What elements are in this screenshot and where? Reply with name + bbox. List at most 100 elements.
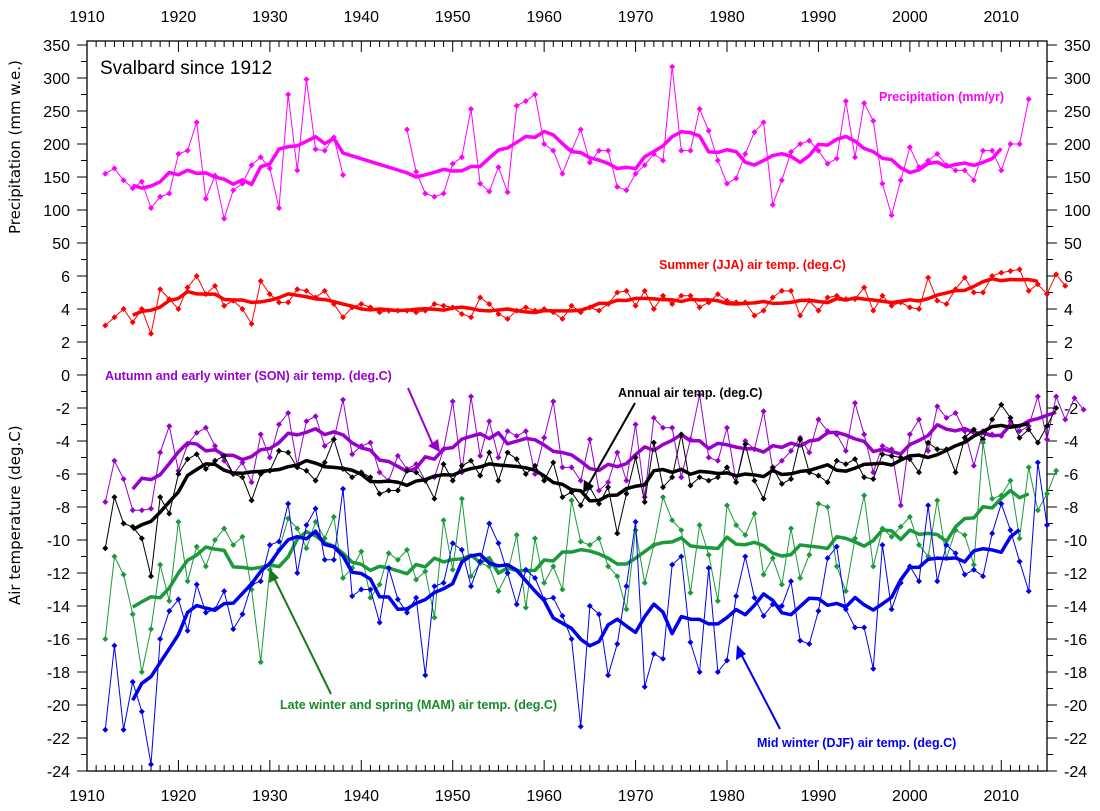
x-tick-label-top: 1990 xyxy=(801,9,837,26)
data-point-precip xyxy=(605,147,612,154)
data-point-son xyxy=(815,416,822,423)
y-tick-label-left: -4 xyxy=(56,434,70,451)
data-point-jja xyxy=(184,284,191,291)
y-tick-label-right: 250 xyxy=(1064,104,1091,121)
data-point-son xyxy=(632,421,639,428)
y-tick-label-right: 100 xyxy=(1064,203,1091,220)
data-point-annual xyxy=(559,494,566,501)
data-point-jja xyxy=(294,286,301,293)
data-point-son xyxy=(202,424,209,431)
data-point-annual xyxy=(157,494,164,501)
data-point-mam xyxy=(1044,490,1050,497)
data-point-djf xyxy=(1025,588,1032,595)
data-point-precip xyxy=(303,76,310,83)
data-point-djf xyxy=(239,611,246,618)
data-point-djf xyxy=(980,573,986,580)
data-point-djf xyxy=(888,606,895,613)
data-point-djf xyxy=(102,726,109,733)
data-point-precip xyxy=(102,170,109,177)
smoothed-line-djf xyxy=(131,528,1021,702)
data-point-precip xyxy=(614,183,621,190)
data-point-annual xyxy=(111,494,118,501)
data-point-son xyxy=(138,507,145,514)
x-tick-label-bottom: 1930 xyxy=(252,788,288,805)
data-point-annual xyxy=(925,439,932,446)
data-point-son xyxy=(650,414,657,421)
data-point-mam xyxy=(202,563,209,570)
data-point-mam xyxy=(906,513,913,520)
data-point-son xyxy=(111,457,118,464)
data-point-djf xyxy=(852,624,858,631)
data-point-annual xyxy=(714,474,721,481)
y-tick-label-right: -12 xyxy=(1064,566,1087,583)
data-point-djf xyxy=(330,556,337,563)
x-tick-label-top: 1960 xyxy=(526,9,562,26)
data-point-mam xyxy=(358,548,365,555)
data-point-annual xyxy=(742,441,749,448)
data-point-annual xyxy=(952,469,959,476)
data-point-son xyxy=(568,464,575,471)
data-point-jja xyxy=(239,306,246,312)
data-point-precip xyxy=(449,160,456,167)
data-point-mam xyxy=(330,513,337,520)
data-point-precip xyxy=(431,193,438,200)
data-point-precip xyxy=(778,177,785,184)
data-point-son xyxy=(102,499,109,506)
y-tick-label-right: -6 xyxy=(1064,467,1078,484)
data-point-precip xyxy=(422,190,429,197)
data-point-precip xyxy=(934,150,941,157)
data-point-precip xyxy=(961,167,968,174)
data-point-precip xyxy=(486,188,493,195)
data-point-precip xyxy=(980,147,986,154)
data-point-mam xyxy=(824,504,831,510)
data-point-son xyxy=(559,464,566,471)
data-point-son xyxy=(906,431,913,438)
x-tick-label-bottom: 1970 xyxy=(618,788,654,805)
data-point-djf xyxy=(650,650,657,657)
data-point-annual xyxy=(815,472,822,479)
smoothed-line-son xyxy=(131,410,1057,491)
data-point-djf xyxy=(486,520,493,527)
data-point-mam xyxy=(980,439,986,446)
data-point-annual xyxy=(102,545,109,552)
data-point-mam xyxy=(495,588,502,595)
data-point-mam xyxy=(934,497,941,504)
data-point-mam xyxy=(788,525,794,532)
annotation-autumn: Autumn and early winter (SON) air temp. … xyxy=(105,369,392,383)
data-point-mam xyxy=(522,604,529,611)
data-point-son xyxy=(486,418,493,425)
x-tick-label-bottom: 1960 xyxy=(526,788,562,805)
data-point-jja xyxy=(778,287,785,294)
data-point-annual xyxy=(138,535,145,542)
data-point-djf xyxy=(504,570,511,576)
data-point-annual xyxy=(1007,414,1014,421)
data-point-djf xyxy=(879,541,886,548)
data-point-precip xyxy=(184,147,191,154)
x-tick-label-bottom: 1940 xyxy=(343,788,379,805)
data-point-jja xyxy=(696,304,703,311)
data-point-jja xyxy=(175,306,182,312)
data-point-djf xyxy=(824,555,831,562)
data-point-annual xyxy=(614,530,621,537)
data-point-mam xyxy=(897,523,904,530)
data-point-mam xyxy=(605,563,612,570)
data-point-jja xyxy=(340,314,346,321)
arrow-spring-head xyxy=(269,569,279,583)
data-point-mam xyxy=(111,553,118,560)
data-point-mam xyxy=(239,533,246,540)
y-tick-label-left: 4 xyxy=(61,302,70,319)
data-point-annual xyxy=(312,477,319,484)
arrow-spring xyxy=(273,577,332,695)
annotation-arrows xyxy=(269,387,781,730)
data-point-djf xyxy=(157,636,164,642)
data-point-annual xyxy=(148,573,154,580)
data-point-djf xyxy=(431,583,438,590)
data-point-precip xyxy=(1007,141,1014,147)
data-point-jja xyxy=(970,289,977,296)
y-tick-label-left: 2 xyxy=(61,335,70,352)
data-point-son xyxy=(861,431,868,438)
y-tick-label-left: 50 xyxy=(52,236,70,253)
data-point-annual xyxy=(797,436,804,443)
data-point-djf xyxy=(742,553,749,560)
data-point-jja xyxy=(468,314,474,321)
